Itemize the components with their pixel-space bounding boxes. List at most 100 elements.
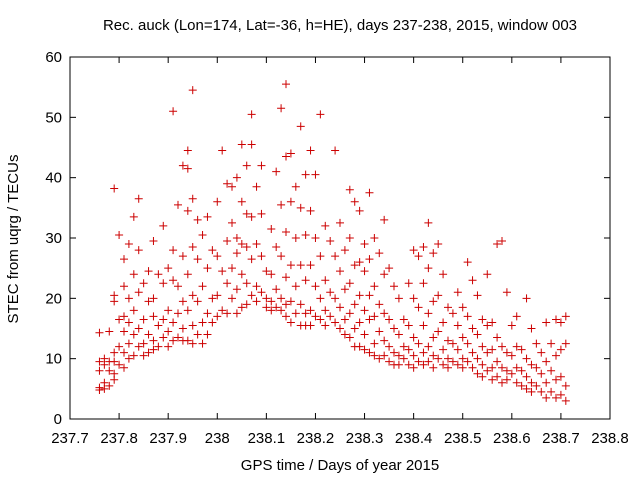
data-point [453, 288, 462, 297]
data-point [345, 309, 354, 318]
data-point [124, 318, 133, 327]
data-point [144, 348, 153, 357]
data-point [522, 384, 531, 393]
data-point [257, 252, 266, 261]
data-point [355, 291, 364, 300]
data-point [468, 324, 477, 333]
data-point [414, 252, 423, 261]
data-point [385, 264, 394, 273]
data-point [242, 161, 251, 170]
data-point [134, 194, 143, 203]
data-point [213, 312, 222, 321]
data-point [178, 252, 187, 261]
data-point [331, 318, 340, 327]
data-point [228, 182, 236, 191]
data-point [385, 315, 394, 324]
data-point [129, 270, 138, 279]
data-point [301, 170, 310, 179]
data-point [370, 234, 379, 242]
data-point [360, 240, 369, 249]
data-point [203, 264, 212, 273]
data-point [301, 276, 310, 285]
data-point [453, 345, 462, 354]
data-point [556, 345, 565, 354]
chart-title: Rec. auck (Lon=174, Lat=-36, h=HE), days… [103, 17, 577, 34]
data-point [483, 366, 492, 375]
data-point [134, 246, 143, 255]
data-point [232, 234, 241, 242]
y-tick-label: 30 [45, 230, 62, 247]
data-point [340, 315, 349, 324]
data-point [429, 333, 438, 342]
data-point [252, 240, 261, 249]
x-tick-label: 238.5 [444, 430, 482, 447]
data-point [326, 237, 335, 246]
data-point [193, 215, 202, 224]
data-point [149, 237, 158, 246]
data-point [159, 333, 168, 342]
data-point [365, 348, 374, 357]
data-point [507, 369, 516, 378]
data-point [498, 363, 506, 372]
data-point [542, 378, 551, 387]
data-point [507, 321, 516, 330]
data-point [115, 342, 124, 351]
data-point [448, 309, 457, 318]
data-point [110, 297, 119, 306]
data-point [120, 327, 128, 336]
data-point [203, 330, 212, 339]
data-point [124, 240, 133, 249]
data-point [105, 327, 114, 336]
data-point [213, 252, 222, 261]
data-point [159, 221, 168, 230]
data-point [409, 246, 418, 255]
data-point [178, 297, 187, 306]
data-point [286, 149, 295, 158]
data-point [228, 294, 236, 303]
data-point [115, 230, 124, 239]
data-point [375, 354, 384, 363]
data-point [262, 294, 271, 303]
data-point [370, 351, 379, 360]
data-point [331, 146, 340, 155]
data-point [385, 342, 394, 351]
data-point [188, 339, 197, 348]
data-point [483, 321, 492, 330]
data-point [178, 161, 187, 170]
data-point [419, 348, 428, 357]
data-point [134, 324, 143, 333]
data-point [522, 354, 531, 363]
data-point [468, 363, 477, 372]
data-point [355, 206, 364, 215]
data-point [110, 184, 119, 193]
x-tick-label: 238.6 [493, 430, 531, 447]
data-point [336, 218, 344, 227]
data-point [242, 209, 251, 218]
data-point [473, 369, 482, 378]
data-point [552, 375, 560, 384]
data-point [306, 261, 315, 270]
data-point [512, 342, 521, 351]
data-point [267, 224, 276, 233]
data-point [350, 261, 359, 270]
data-point [375, 327, 384, 336]
data-point [154, 321, 163, 330]
data-point [198, 339, 207, 348]
data-point [434, 354, 443, 363]
data-point [527, 360, 536, 369]
data-point [498, 342, 506, 351]
data-point [512, 378, 521, 387]
data-point [282, 312, 290, 321]
data-point [301, 309, 310, 318]
data-point [311, 282, 320, 291]
data-point [340, 246, 349, 255]
data-point [336, 267, 344, 276]
data-point [169, 336, 178, 345]
data-point [444, 363, 452, 372]
data-point [394, 360, 403, 369]
x-tick-label: 237.7 [51, 430, 89, 447]
data-point [434, 291, 443, 300]
data-point [542, 357, 551, 366]
data-point [139, 279, 148, 288]
